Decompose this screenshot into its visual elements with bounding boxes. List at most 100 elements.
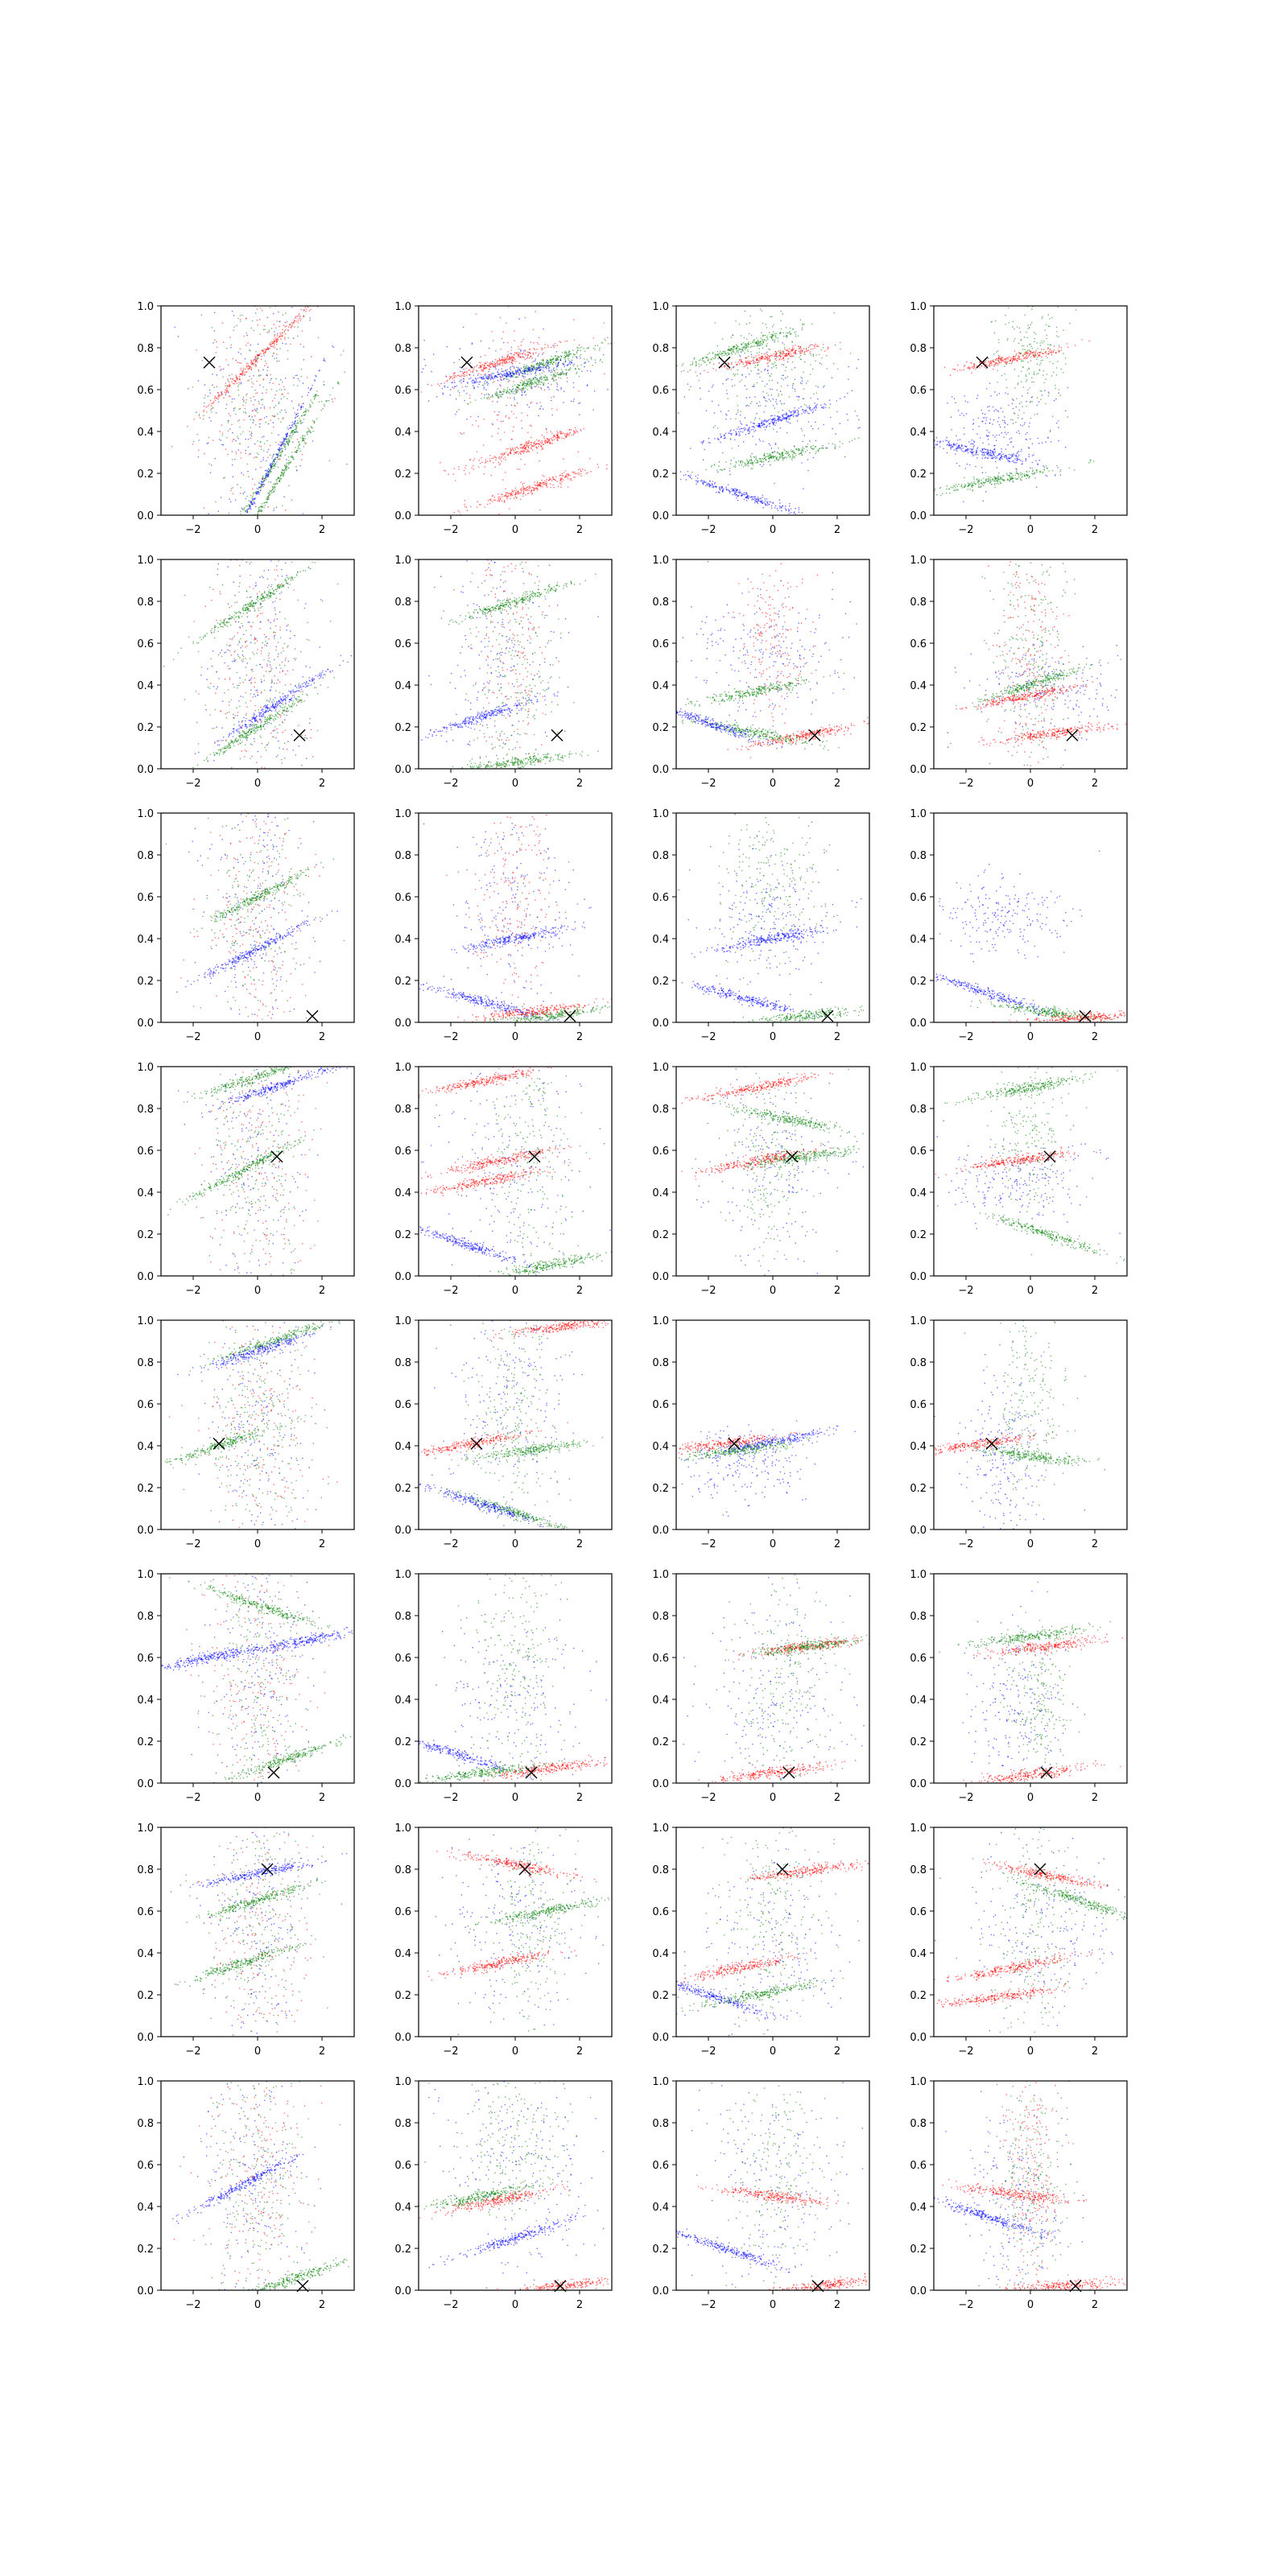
scatter-point xyxy=(560,369,563,370)
scatter-point xyxy=(490,474,493,477)
scatter-point xyxy=(809,440,811,442)
scatter-point xyxy=(580,430,582,431)
scatter-point xyxy=(242,524,244,526)
scatter-point xyxy=(759,343,762,345)
scatter-point xyxy=(713,412,716,414)
scatter-point xyxy=(741,349,744,351)
scatter-point xyxy=(258,453,260,456)
scatter-point xyxy=(293,422,295,424)
scatter-point xyxy=(237,386,239,388)
scatter-point xyxy=(302,382,304,384)
scatter-point xyxy=(499,394,501,396)
scatter-point xyxy=(835,433,836,435)
scatter-point xyxy=(300,422,302,423)
scatter-point xyxy=(298,444,299,447)
scatter-point xyxy=(826,354,828,357)
scatter-point xyxy=(280,338,282,340)
scatter-point xyxy=(584,469,586,471)
scatter-point xyxy=(551,383,552,386)
scatter-point xyxy=(279,333,282,336)
scatter-point xyxy=(745,376,747,378)
scatter-point xyxy=(279,389,281,390)
scatter-point xyxy=(244,374,246,376)
scatter-point xyxy=(283,330,286,332)
scatter-point xyxy=(558,377,559,378)
scatter-point xyxy=(260,407,262,409)
scatter-point xyxy=(520,491,522,493)
scatter-point xyxy=(762,506,764,509)
scatter-point xyxy=(200,605,201,606)
scatter-point xyxy=(264,504,266,506)
scatter-point xyxy=(231,555,233,557)
scatter-point xyxy=(127,375,129,377)
scatter-point xyxy=(647,463,649,464)
scatter-point xyxy=(521,390,522,392)
scatter-point xyxy=(225,385,226,387)
scatter-point xyxy=(477,373,480,374)
scatter-point xyxy=(802,323,804,325)
scatter-point xyxy=(248,504,250,506)
scatter-point xyxy=(293,321,295,323)
scatter-point xyxy=(690,364,691,366)
scatter-point xyxy=(565,355,567,357)
scatter-point xyxy=(312,431,314,432)
scatter-point xyxy=(537,440,539,442)
scatter-point xyxy=(286,321,288,323)
scatter-point xyxy=(599,347,601,349)
scatter-point xyxy=(506,361,509,364)
scatter-point xyxy=(530,355,532,357)
scatter-point xyxy=(579,414,580,415)
scatter-point xyxy=(495,390,497,393)
scatter-point xyxy=(748,346,749,348)
scatter-point xyxy=(708,486,711,488)
scatter-point xyxy=(774,505,777,507)
scatter-point xyxy=(554,375,556,378)
scatter-point xyxy=(756,373,758,375)
scatter-point xyxy=(544,374,547,377)
scatter-point xyxy=(252,419,254,421)
scatter-point xyxy=(773,363,774,365)
scatter-point xyxy=(737,349,738,352)
scatter-point xyxy=(262,290,263,291)
scatter-point xyxy=(279,481,281,482)
scatter-point xyxy=(500,379,502,382)
scatter-point xyxy=(500,420,502,423)
scatter-point xyxy=(750,361,753,363)
scatter-point xyxy=(747,350,749,353)
scatter-point xyxy=(230,488,233,489)
scatter-point xyxy=(551,443,554,444)
scatter-point xyxy=(186,605,188,606)
scatter-point xyxy=(254,424,257,426)
scatter-point xyxy=(561,352,564,353)
scatter-point xyxy=(767,338,769,340)
scatter-point xyxy=(731,448,733,449)
scatter-point xyxy=(515,417,518,419)
scatter-point xyxy=(737,350,740,352)
scatter-point xyxy=(229,545,231,547)
scatter-point xyxy=(552,380,555,382)
scatter-point xyxy=(258,493,260,495)
scatter-point xyxy=(297,321,299,324)
scatter-point xyxy=(258,370,260,372)
scatter-point xyxy=(258,508,260,510)
scatter-point xyxy=(744,493,746,496)
y-tick-label: 1.0 xyxy=(137,301,154,313)
scatter-point xyxy=(727,489,729,491)
scatter-point xyxy=(768,355,770,357)
scatter-point xyxy=(431,370,432,373)
scatter-point xyxy=(208,584,209,586)
scatter-point xyxy=(329,287,331,288)
scatter-point xyxy=(470,377,472,379)
scatter-point xyxy=(515,376,517,378)
scatter-point xyxy=(229,374,230,377)
scatter-point xyxy=(493,411,496,413)
scatter-point xyxy=(512,365,514,367)
scatter-point xyxy=(279,441,281,444)
scatter-point xyxy=(508,417,510,419)
scatter-point xyxy=(744,417,746,419)
scatter-point xyxy=(486,381,488,383)
scatter-point xyxy=(742,350,744,352)
scatter-point xyxy=(572,471,574,473)
scatter-point xyxy=(253,517,254,518)
scatter-point xyxy=(254,506,257,508)
